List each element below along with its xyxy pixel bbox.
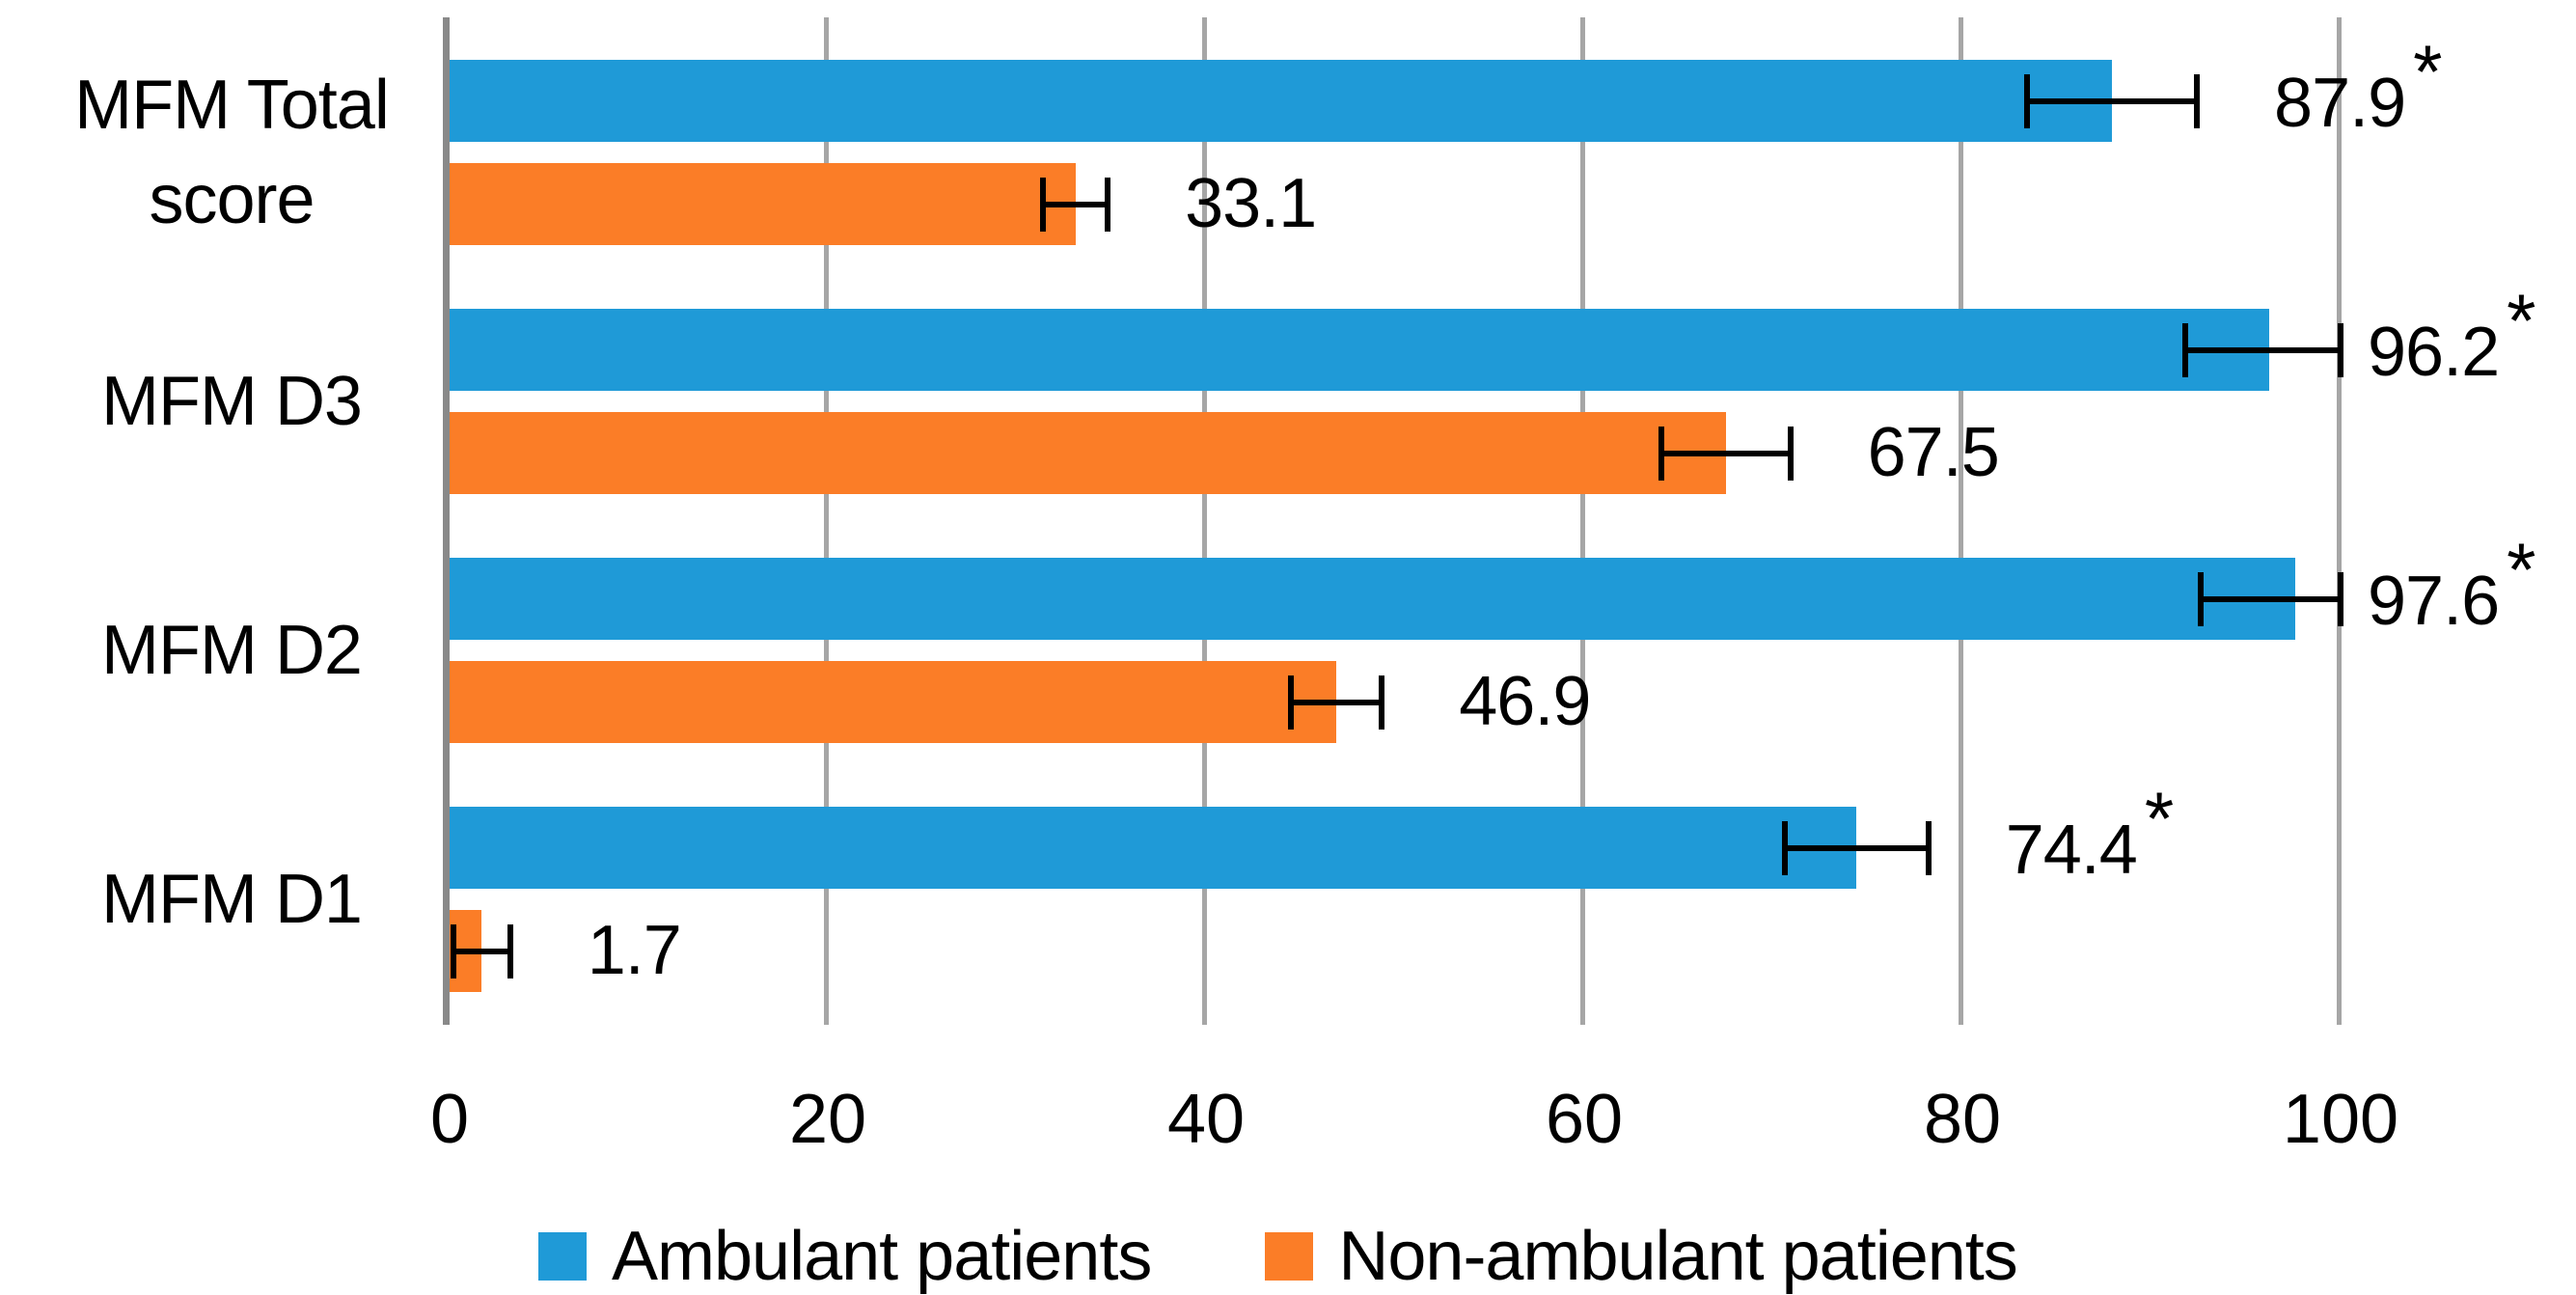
error-bar-cap-lo-non-ambulant-patients-mfm-total-score — [1040, 178, 1047, 232]
error-bar-cap-lo-non-ambulant-patients-mfm-d3 — [1658, 427, 1665, 481]
gridline-20 — [824, 17, 829, 1025]
error-bar-cap-hi-non-ambulant-patients-mfm-d1 — [507, 924, 513, 978]
bar-non-ambulant-patients-mfm-total-score — [450, 163, 1076, 245]
significance-asterisk: * — [2413, 29, 2442, 114]
error-bar-cap-lo-ambulant-patients-mfm-d1 — [1781, 821, 1788, 875]
value-text: 46.9 — [1459, 663, 1591, 740]
legend-swatch-non-ambulant-patients — [1265, 1232, 1314, 1281]
value-label-ambulant-patients-mfm-total-score: 87.9 * — [2274, 31, 2443, 145]
category-label-mfm-total-score: MFM Total score — [74, 67, 390, 238]
value-label-ambulant-patients-mfm-d1: 74.4 * — [2005, 778, 2175, 892]
bar-ambulant-patients-mfm-d1 — [450, 807, 1857, 889]
error-bar-cap-hi-non-ambulant-patients-mfm-total-score — [1105, 178, 1111, 232]
error-bar-cap-hi-ambulant-patients-mfm-total-score — [2194, 74, 2201, 128]
error-bar-ambulant-patients-mfm-d2 — [2200, 596, 2341, 602]
value-text: 96.2 — [2368, 314, 2500, 391]
error-bar-non-ambulant-patients-mfm-total-score — [1043, 202, 1109, 207]
gridline-40 — [1202, 17, 1207, 1025]
error-bar-cap-lo-ambulant-patients-mfm-d3 — [2182, 323, 2189, 377]
bar-non-ambulant-patients-mfm-d2 — [450, 661, 1337, 743]
value-label-non-ambulant-patients-mfm-d3: 67.5 — [1867, 412, 2000, 494]
value-text: 67.5 — [1867, 414, 2000, 491]
value-text: 87.9 — [2274, 65, 2406, 142]
error-bar-ambulant-patients-mfm-total-score — [2026, 98, 2198, 104]
value-label-ambulant-patients-mfm-d3: 96.2 * — [2368, 280, 2536, 394]
legend-item-ambulant-patients: Ambulant patients — [538, 1218, 1152, 1295]
gridline-80 — [1959, 17, 1963, 1025]
value-label-non-ambulant-patients-mfm-d1: 1.7 — [587, 910, 682, 992]
value-label-ambulant-patients-mfm-d2: 97.6 * — [2368, 529, 2536, 643]
legend: Ambulant patients Non-ambulant patients — [538, 1218, 2018, 1295]
category-label-mfm-d1: MFM D1 — [101, 861, 363, 938]
error-bar-non-ambulant-patients-mfm-d2 — [1291, 700, 1383, 705]
bar-ambulant-patients-mfm-d2 — [450, 558, 2295, 640]
value-text: 74.4 — [2005, 812, 2138, 889]
x-tick-label-60: 60 — [1545, 1081, 1624, 1158]
category-label-mfm-d3: MFM D3 — [101, 363, 363, 440]
error-bar-cap-hi-non-ambulant-patients-mfm-d2 — [1379, 675, 1385, 730]
x-tick-label-40: 40 — [1166, 1081, 1246, 1158]
value-label-non-ambulant-patients-mfm-d2: 46.9 — [1459, 661, 1591, 743]
significance-asterisk: * — [2507, 527, 2535, 612]
error-bar-cap-hi-ambulant-patients-mfm-d3 — [2338, 323, 2343, 377]
x-tick-label-0: 0 — [429, 1081, 470, 1158]
value-text: 33.1 — [1185, 165, 1317, 242]
error-bar-cap-lo-non-ambulant-patients-mfm-d2 — [1288, 675, 1295, 730]
legend-swatch-ambulant-patients — [538, 1232, 587, 1281]
error-bar-cap-hi-ambulant-patients-mfm-d1 — [1925, 821, 1932, 875]
error-bar-cap-lo-non-ambulant-patients-mfm-d1 — [450, 924, 456, 978]
legend-item-non-ambulant-patients: Non-ambulant patients — [1265, 1218, 2018, 1295]
gridline-60 — [1580, 17, 1585, 1025]
value-label-non-ambulant-patients-mfm-total-score: 33.1 — [1185, 163, 1317, 245]
legend-label-non-ambulant-patients: Non-ambulant patients — [1338, 1218, 2017, 1295]
error-bar-cap-hi-non-ambulant-patients-mfm-d3 — [1787, 427, 1794, 481]
x-tick-label-20: 20 — [788, 1081, 867, 1158]
bar-ambulant-patients-mfm-total-score — [450, 60, 2112, 142]
x-tick-label-100: 100 — [2282, 1081, 2399, 1158]
error-bar-non-ambulant-patients-mfm-d1 — [452, 949, 510, 954]
y-axis-line — [443, 17, 450, 1025]
error-bar-cap-lo-ambulant-patients-mfm-total-score — [2023, 74, 2030, 128]
error-bar-ambulant-patients-mfm-d1 — [1784, 845, 1929, 851]
error-bar-cap-hi-ambulant-patients-mfm-d2 — [2338, 572, 2343, 626]
error-bar-cap-lo-ambulant-patients-mfm-d2 — [2197, 572, 2204, 626]
category-label-mfm-d2: MFM D2 — [101, 612, 363, 689]
gridline-100 — [2337, 17, 2342, 1025]
bar-non-ambulant-patients-mfm-d3 — [450, 412, 1726, 494]
x-tick-label-80: 80 — [1923, 1081, 2002, 1158]
bar-ambulant-patients-mfm-d3 — [450, 309, 2269, 391]
error-bar-ambulant-patients-mfm-d3 — [2185, 347, 2341, 353]
significance-asterisk: * — [2507, 278, 2535, 363]
significance-asterisk: * — [2144, 776, 2174, 861]
error-bar-non-ambulant-patients-mfm-d3 — [1661, 451, 1791, 456]
value-text: 97.6 — [2368, 563, 2500, 640]
legend-label-ambulant-patients: Ambulant patients — [612, 1218, 1152, 1295]
value-text: 1.7 — [587, 912, 682, 989]
